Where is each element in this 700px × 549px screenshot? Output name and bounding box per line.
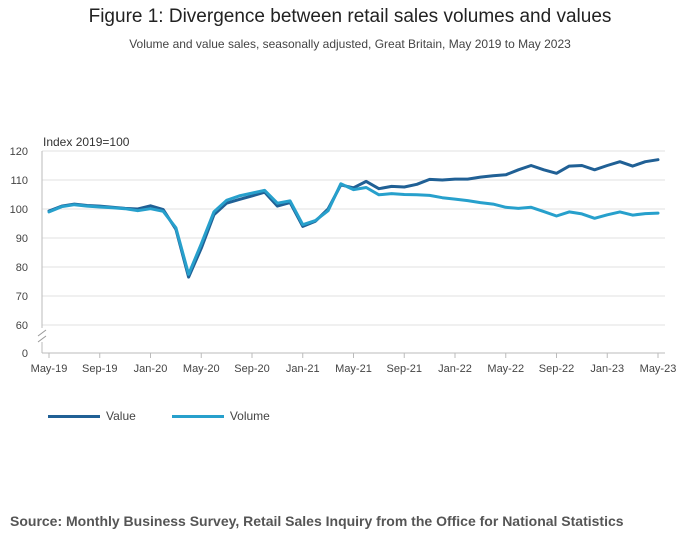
y-tick-label: 70: [16, 291, 28, 303]
x-tick-label: May-19: [31, 363, 68, 375]
legend-label-value: Value: [106, 409, 136, 423]
axis-break-mark: [37, 329, 47, 337]
legend-item-value[interactable]: Value: [48, 409, 136, 423]
x-tick-label: Jan-20: [134, 363, 168, 375]
y-tick-label: 110: [10, 175, 28, 187]
x-tick-label: Jan-21: [286, 363, 320, 375]
y-tick-label: 90: [16, 233, 28, 245]
y-tick-label: 60: [16, 320, 28, 332]
x-tick-label: May-22: [487, 363, 524, 375]
x-tick-label: Sep-22: [539, 363, 574, 375]
legend-item-volume[interactable]: Volume: [171, 409, 270, 423]
x-tick-label: Sep-21: [387, 363, 422, 375]
x-tick-label: Jan-22: [438, 363, 472, 375]
x-tick-label: Jan-23: [590, 363, 624, 375]
y-tick-label: 80: [16, 262, 28, 274]
chart-subtitle: Volume and value sales, seasonally adjus…: [129, 37, 571, 51]
chart-title: Figure 1: Divergence between retail sale…: [88, 6, 612, 27]
legend-swatch-volume: [171, 414, 224, 418]
series-line-value: [47, 158, 660, 279]
series-line-volume: [47, 182, 660, 276]
legend-label-volume: Volume: [229, 409, 270, 423]
source-note: Source: Monthly Business Survey, Retail …: [10, 513, 624, 529]
x-tick-label: May-23: [640, 363, 677, 375]
chart-legend: Value Volume: [48, 409, 306, 423]
axis-break-gap: [36, 328, 48, 342]
legend-swatch-value: [48, 414, 100, 418]
x-tick-label: Sep-20: [234, 363, 269, 375]
y-axis-title: Index 2019=100: [43, 135, 130, 149]
axis-break-mark: [37, 335, 47, 343]
y-tick-label: 120: [10, 146, 28, 158]
x-tick-label: May-21: [335, 363, 372, 375]
line-chart: 0 60 70 80 90 100 110 120 Index 2019=100 May-19 Se…: [10, 135, 677, 375]
y-tick-label: 100: [10, 204, 28, 216]
x-tick-label: May-20: [183, 363, 220, 375]
y-tick-label: 0: [22, 348, 28, 360]
x-tick-label: Sep-19: [82, 363, 117, 375]
